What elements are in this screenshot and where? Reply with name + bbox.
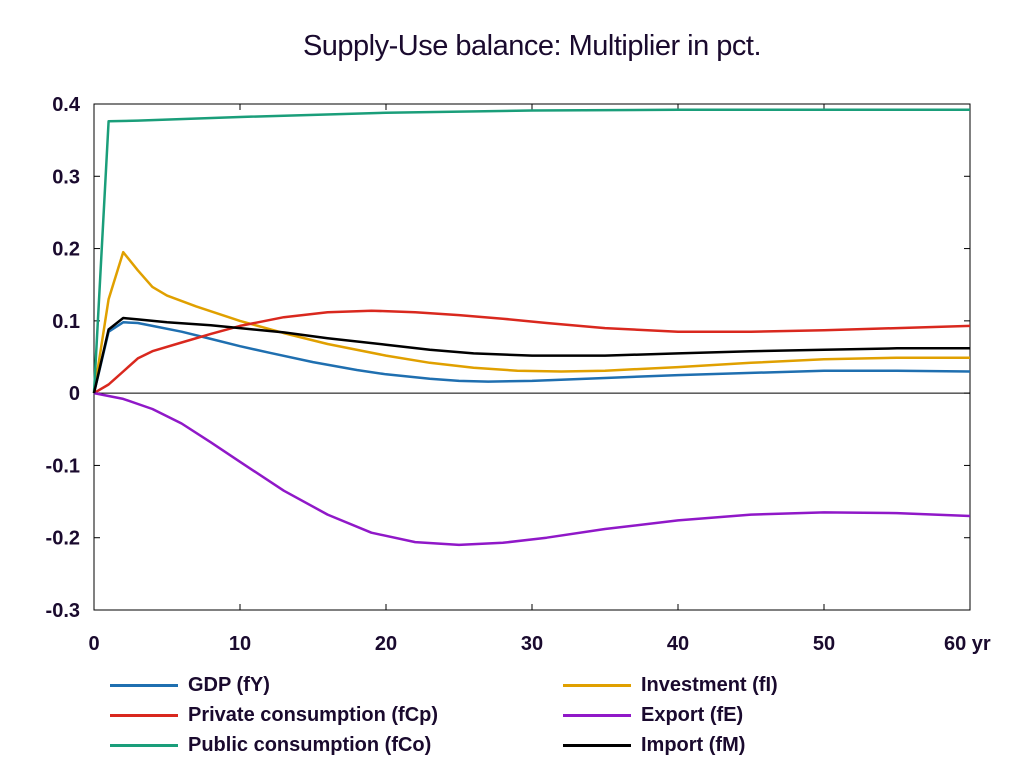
x-tick-label: 20 xyxy=(375,633,397,655)
y-tick-label: 0.1 xyxy=(52,311,80,333)
tick-labels: -0.3 -0.2 -0.1 0 0.1 0.2 0.3 0.4 0 10 20 30 40 50 60 y… xyxy=(46,94,991,655)
x-tick-label: 10 xyxy=(229,633,251,655)
y-tick-label: -0.1 xyxy=(46,455,80,477)
series-line xyxy=(92,316,970,394)
series-line xyxy=(92,321,971,394)
plot-frame xyxy=(93,103,971,611)
y-tick-label: 0.4 xyxy=(52,94,81,116)
chart-title: Supply-Use balance: Multiplier in pct. xyxy=(302,30,762,62)
y-tick-label: -0.3 xyxy=(46,600,80,622)
series-line xyxy=(93,391,971,547)
series-line xyxy=(93,309,971,395)
series-line xyxy=(92,108,970,394)
y-tick-label: 0.2 xyxy=(52,239,80,261)
y-tick-label: 0 xyxy=(69,383,80,405)
series-line xyxy=(92,250,970,394)
y-tick-label: -0.2 xyxy=(46,528,80,550)
x-tick-label: 60 yr xyxy=(944,633,991,655)
axes xyxy=(93,103,971,611)
x-tick-label: 0 xyxy=(88,633,99,655)
x-tick-label: 40 xyxy=(667,633,689,655)
x-tick-label: 30 xyxy=(521,633,543,655)
y-tick-label: 0.3 xyxy=(52,166,80,188)
x-tick-label: 50 xyxy=(813,633,835,655)
series-lines xyxy=(92,108,971,547)
